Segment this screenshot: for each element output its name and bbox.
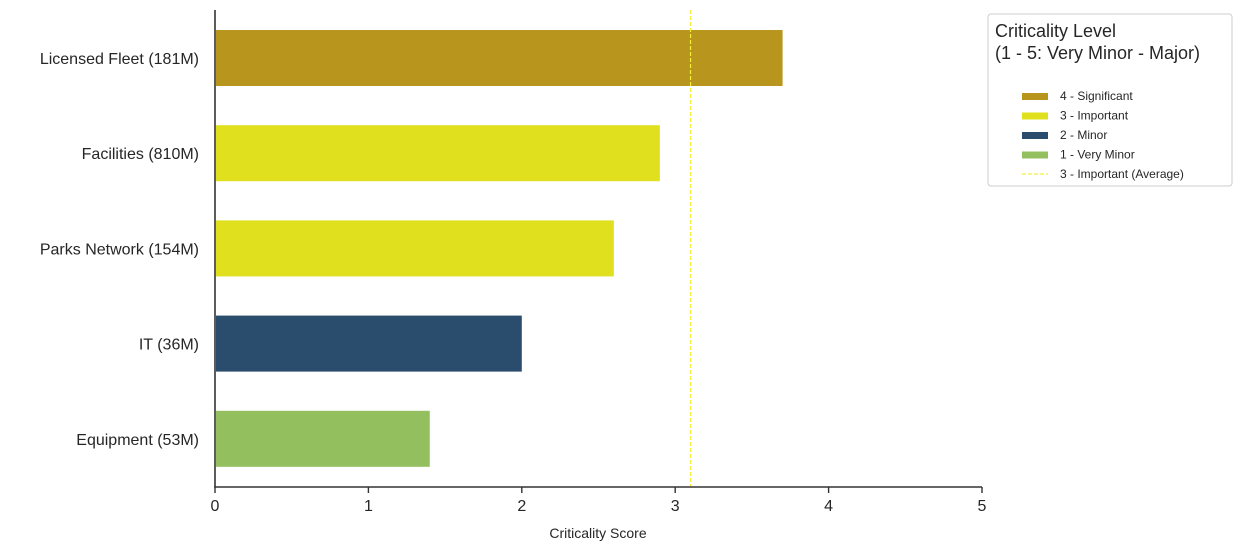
legend-swatch-1 [1022,151,1048,159]
axes-layer: 0 1 2 3 4 5 [211,10,987,515]
x-axis-title: Criticality Score [549,525,646,541]
legend-label-4: 4 - Significant [1060,89,1133,103]
legend-label-2: 2 - Minor [1060,128,1107,142]
legend-swatch-4 [1022,93,1048,100]
bar-it-36m [216,315,522,372]
legend-label-1: 1 - Very Minor [1060,148,1135,162]
x-tick-label-5: 5 [978,498,987,515]
legend-frame [987,13,1233,187]
bar-parks-network-154m [216,220,614,277]
bar-facilities-810m [216,125,660,182]
x-tick-label-2: 2 [517,498,526,515]
bar-equipment-53m [216,410,430,467]
legend-label-average: 3 - Important (Average) [1060,167,1184,181]
legend-swatch-2 [1022,132,1048,139]
legend-swatch-3 [1022,112,1048,120]
legend-title-line1: Criticality Level [995,21,1116,41]
category-label-parks-network-154m: Parks Network (154M) [40,241,199,258]
legend: Criticality Level (1 - 5: Very Minor - M… [987,13,1233,187]
legend-entries: 4 - Significant 3 - Important 2 - Minor 1 -… [1022,89,1184,181]
legend-title-line2: (1 - 5: Very Minor - Major) [995,43,1200,63]
x-tick-label-4: 4 [824,498,833,515]
category-label-facilities-810m: Facilities (810M) [82,146,199,163]
category-label-licensed-fleet-181m: Licensed Fleet (181M) [40,51,199,68]
x-tick-label-1: 1 [364,498,373,515]
bar-licensed-fleet-181m [216,30,783,86]
x-tick-label-3: 3 [671,498,680,515]
bars-layer [216,30,783,467]
legend-label-3: 3 - Important [1060,109,1129,123]
labels-layer: Licensed Fleet (181M) Facilities (810M) Pa… [40,51,199,449]
category-label-equipment-53m: Equipment (53M) [76,432,199,449]
category-label-it-36m: IT (36M) [139,337,199,354]
x-tick-label-0: 0 [211,498,220,515]
